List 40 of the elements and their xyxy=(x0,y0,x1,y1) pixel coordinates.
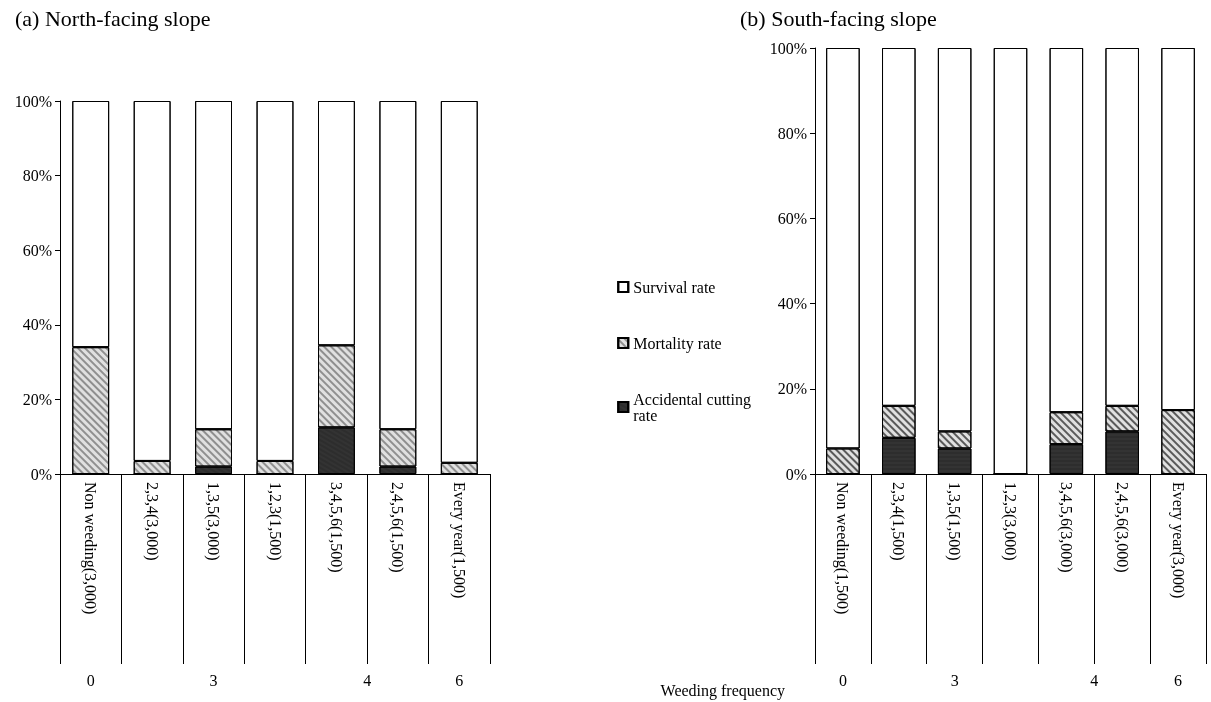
y-tick-label: 0% xyxy=(30,465,52,483)
y-tick-label: 20% xyxy=(777,380,807,398)
y-tick-label: 40% xyxy=(22,316,52,334)
legend-label: Survival rate xyxy=(633,278,716,296)
legend-label: Accidental cutting rate xyxy=(633,390,755,424)
text: 6 xyxy=(455,671,464,689)
text: 6 xyxy=(1174,671,1183,689)
chart-title: (b) South-facing slope xyxy=(740,5,937,31)
x-tick-label: 2,4,5,6(3,000) xyxy=(1112,482,1131,573)
x-tick-label: 3,4,5,6(1,500) xyxy=(326,482,345,573)
chart-title: (a) North-facing slope xyxy=(15,5,211,31)
x-tick-label: 2,4,5,6(1,500) xyxy=(388,482,407,573)
text: 0 xyxy=(86,671,95,689)
x-tick-label: Every year(1,500) xyxy=(449,482,468,599)
x-tick-label: 1,3,5(1,500) xyxy=(945,482,964,561)
x-tick-label: 2,3,4(1,500) xyxy=(889,482,908,561)
x-tick-label: Every year(3,000) xyxy=(1168,482,1187,599)
y-tick-label: 100% xyxy=(14,92,52,110)
text: 0 xyxy=(838,671,847,689)
text: 4 xyxy=(363,671,372,689)
x-tick-label: Non weeding(3,000) xyxy=(81,482,100,615)
text: 3 xyxy=(209,671,218,689)
x-tick-label: Non weeding(1,500) xyxy=(833,482,852,615)
text: 3 xyxy=(950,671,959,689)
x-tick-label: 2,3,4(3,000) xyxy=(142,482,161,561)
x-tick-label: 1,2,3(1,500) xyxy=(265,482,284,561)
y-tick-label: 80% xyxy=(777,124,807,142)
x-tick-label: 1,2,3(3,000) xyxy=(1001,482,1019,561)
y-tick-label: 100% xyxy=(769,39,807,57)
y-tick-label: 60% xyxy=(22,241,52,259)
legend-label: Mortality rate xyxy=(633,334,722,353)
x-axis-title: Weeding frequency xyxy=(660,681,785,700)
y-tick-label: 20% xyxy=(22,390,52,408)
x-tick-label: 3,4,5,6(3,000) xyxy=(1056,482,1075,573)
y-tick-label: 60% xyxy=(777,209,807,227)
y-tick-label: 40% xyxy=(777,295,807,313)
y-tick-label: 0% xyxy=(785,465,807,483)
y-tick-label: 80% xyxy=(22,167,52,185)
x-tick-label: 1,3,5(3,000) xyxy=(204,482,223,561)
text: 4 xyxy=(1090,671,1099,689)
